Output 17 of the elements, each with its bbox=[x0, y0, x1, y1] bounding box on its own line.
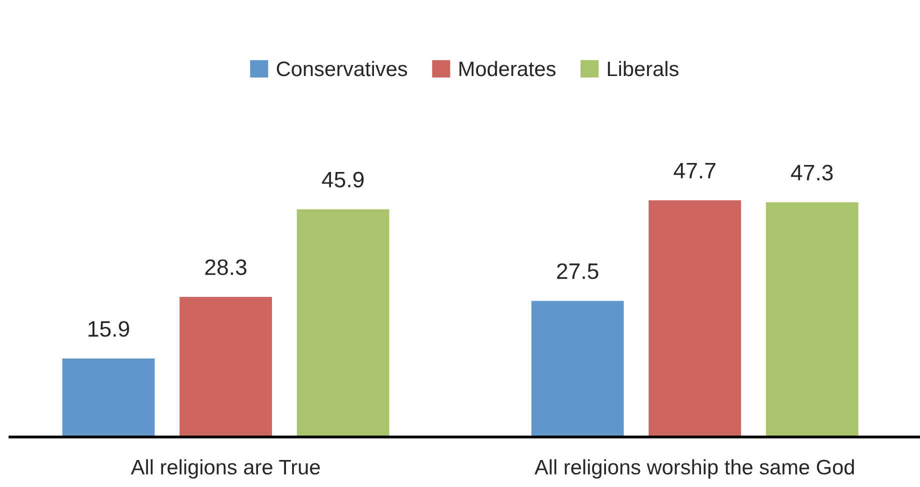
bar bbox=[60, 357, 156, 437]
bar bbox=[647, 198, 742, 437]
data-label: 15.9 bbox=[88, 321, 130, 337]
bar bbox=[764, 200, 860, 437]
data-label: 27.5 bbox=[557, 263, 598, 280]
data-label: 45.9 bbox=[322, 172, 364, 188]
bar bbox=[295, 208, 391, 437]
x-tick-label: All religions worship the same God bbox=[534, 459, 854, 479]
bar bbox=[178, 295, 274, 437]
data-label: 28.3 bbox=[205, 259, 246, 276]
legend-label: Conservatives bbox=[276, 60, 408, 76]
legend-label: Moderates bbox=[460, 60, 556, 76]
data-label: 47.7 bbox=[674, 163, 716, 178]
data-label: 47.3 bbox=[791, 164, 833, 181]
legend-label: Liberals bbox=[608, 60, 678, 76]
x-tick-label: All religions are True bbox=[130, 459, 320, 479]
bar bbox=[530, 299, 626, 437]
